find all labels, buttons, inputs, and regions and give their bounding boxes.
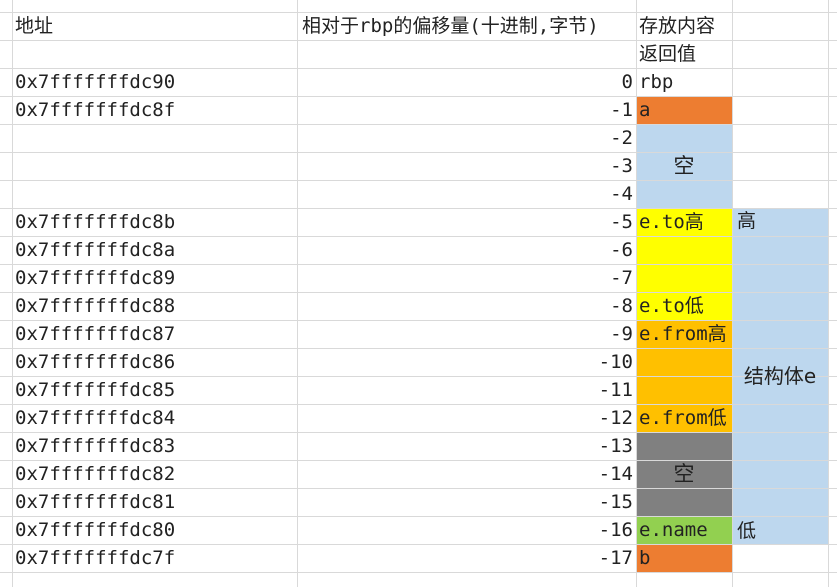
address-cell[interactable]: 0x7fffffffdc84 — [15, 406, 176, 429]
address-cell[interactable] — [13, 180, 297, 208]
address-cell[interactable] — [13, 124, 297, 152]
fill-e-name — [636, 516, 732, 544]
address-cell[interactable]: 0x7fffffffdc80 — [15, 518, 176, 541]
content-cell[interactable] — [637, 376, 732, 404]
content-cell[interactable]: e.from高 — [639, 322, 727, 345]
return-value-label[interactable]: 返回值 — [639, 42, 697, 65]
offset-cell[interactable]: -9 — [610, 322, 633, 345]
address-cell[interactable]: 0x7fffffffdc8f — [15, 98, 176, 121]
header-offset[interactable]: 相对于rbp的偏移量(十进制,字节) — [302, 14, 599, 37]
struct-high-label[interactable]: 高 — [737, 210, 757, 232]
address-cell[interactable]: 0x7fffffffdc81 — [15, 490, 176, 513]
offset-cell[interactable]: -5 — [610, 210, 633, 233]
content-cell[interactable]: b — [639, 546, 651, 569]
offset-cell[interactable]: -14 — [598, 462, 633, 485]
address-cell[interactable]: 0x7fffffffdc90 — [15, 70, 176, 93]
offset-cell[interactable]: -16 — [598, 518, 633, 541]
address-cell[interactable]: 0x7fffffffdc83 — [15, 434, 176, 457]
offset-cell[interactable]: -10 — [598, 350, 633, 373]
fill-a — [636, 96, 732, 124]
fill-padding-2 — [636, 432, 732, 516]
fill-padding-1 — [636, 124, 732, 208]
address-cell[interactable]: 0x7fffffffdc88 — [15, 294, 176, 317]
header-address[interactable]: 地址 — [15, 14, 54, 37]
offset-cell[interactable]: -7 — [610, 266, 633, 289]
address-cell[interactable]: 0x7fffffffdc8a — [15, 238, 176, 261]
padding-label-2[interactable]: 空 — [673, 461, 695, 486]
offset-cell[interactable]: -13 — [598, 434, 633, 457]
content-cell[interactable]: e.from低 — [639, 406, 727, 429]
content-cell[interactable] — [637, 264, 732, 292]
fill-b — [636, 544, 732, 572]
offset-cell[interactable]: -2 — [610, 126, 633, 149]
content-cell[interactable] — [637, 348, 732, 376]
offset-cell[interactable]: -8 — [610, 294, 633, 317]
offset-cell[interactable]: 0 — [621, 70, 633, 93]
offset-cell[interactable]: -1 — [610, 98, 633, 121]
content-cell[interactable]: a — [639, 98, 651, 121]
struct-low-label[interactable]: 低 — [737, 520, 757, 542]
offset-cell[interactable]: -15 — [598, 490, 633, 513]
content-cell[interactable]: e.to低 — [639, 294, 704, 317]
offset-cell[interactable]: -12 — [598, 406, 633, 429]
offset-cell[interactable]: -6 — [610, 238, 633, 261]
offset-cell[interactable]: -17 — [598, 546, 633, 569]
address-cell[interactable] — [13, 152, 297, 180]
content-cell[interactable]: e.to高 — [639, 210, 704, 233]
content-cell[interactable]: e.name — [639, 518, 708, 541]
address-cell[interactable]: 0x7fffffffdc89 — [15, 266, 176, 289]
header-content[interactable]: 存放内容 — [639, 14, 716, 37]
content-cell[interactable] — [637, 236, 732, 264]
content-cell[interactable]: rbp — [639, 70, 674, 93]
address-cell[interactable]: 0x7fffffffdc85 — [15, 378, 176, 401]
address-cell[interactable]: 0x7fffffffdc86 — [15, 350, 176, 373]
address-cell[interactable]: 0x7fffffffdc87 — [15, 322, 176, 345]
offset-cell[interactable]: -3 — [610, 154, 633, 177]
offset-cell[interactable]: -4 — [610, 182, 633, 205]
address-cell[interactable]: 0x7fffffffdc7f — [15, 546, 176, 569]
padding-label-1[interactable]: 空 — [673, 153, 695, 178]
struct-name-label[interactable]: 结构体e — [743, 364, 817, 388]
offset-cell[interactable]: -11 — [598, 378, 633, 401]
address-cell[interactable]: 0x7fffffffdc82 — [15, 462, 176, 485]
address-cell[interactable]: 0x7fffffffdc8b — [15, 210, 176, 233]
